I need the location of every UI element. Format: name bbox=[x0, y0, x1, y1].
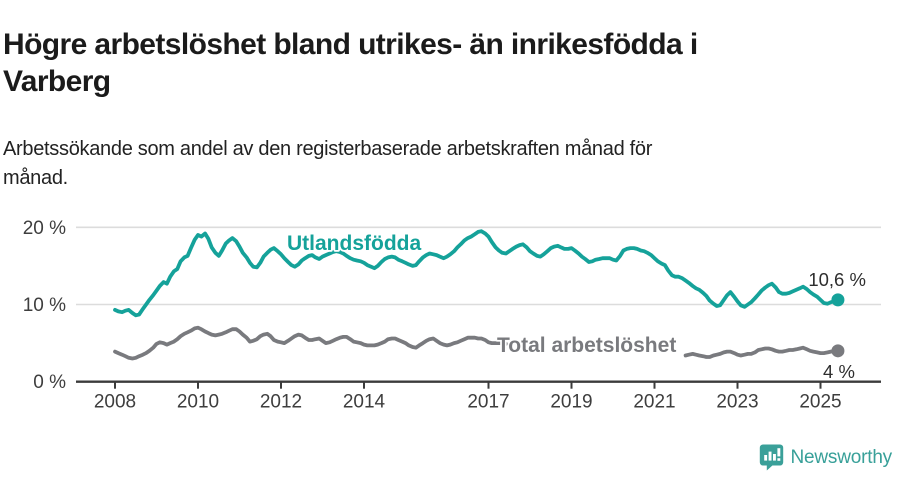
series-line-0-segment-0 bbox=[113, 229, 840, 318]
chart-area: 0 % 10 % 20 % 2008 2010 2012 2014 2017 2019 2021 2… bbox=[0, 202, 900, 474]
series-end-dot-0 bbox=[831, 293, 845, 307]
page-subtitle: Arbetssökande som andel av den registerb… bbox=[3, 135, 652, 193]
y-tick-label-0: 0 % bbox=[33, 372, 66, 393]
series-line-1-segment-1 bbox=[683, 345, 840, 359]
x-tick-label-2010: 2010 bbox=[177, 392, 219, 413]
series-line-1-segment-0 bbox=[113, 325, 508, 361]
series-end-dot-1 bbox=[831, 344, 845, 358]
x-tick-label-2025: 2025 bbox=[799, 392, 841, 413]
x-tick-label-2023: 2023 bbox=[716, 392, 758, 413]
y-tick-label-20: 20 % bbox=[23, 218, 66, 239]
series-label-0: Utlandsfödda bbox=[287, 232, 421, 255]
page-subtitle-line-2: månad. bbox=[3, 167, 68, 189]
x-tick-label-2012: 2012 bbox=[260, 392, 302, 413]
x-tick-label-2017: 2017 bbox=[467, 392, 509, 413]
x-tick-label-2008: 2008 bbox=[94, 392, 136, 413]
x-tick-label-2014: 2014 bbox=[343, 392, 386, 413]
page-title-line-2: Varberg bbox=[3, 65, 111, 99]
series-end-annotation-0: 10,6 % bbox=[808, 269, 866, 290]
footer-logo: Newsworthy bbox=[759, 444, 892, 471]
series-label-1: Total arbetslöshet bbox=[497, 334, 676, 357]
page-title: Högre arbetslöshet bland utrikes- än inr… bbox=[3, 26, 698, 100]
page-subtitle-line-1: Arbetssökande som andel av den registerb… bbox=[3, 138, 653, 160]
x-tick-label-2019: 2019 bbox=[550, 392, 592, 413]
brand-name: Newsworthy bbox=[790, 446, 893, 468]
chart-svg: 0 % 10 % 20 % 2008 2010 2012 2014 2017 2019 2021 2… bbox=[23, 218, 881, 413]
series-end-annotation-1: 4 % bbox=[823, 361, 855, 382]
x-tick-label-2021: 2021 bbox=[633, 392, 675, 413]
bar-chart-speech-bubble-icon bbox=[759, 444, 784, 471]
page-title-line-1: Högre arbetslöshet bland utrikes- än inr… bbox=[3, 28, 698, 62]
y-tick-label-10: 10 % bbox=[23, 295, 66, 316]
